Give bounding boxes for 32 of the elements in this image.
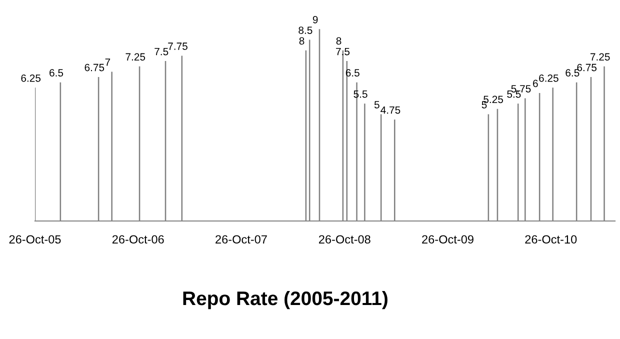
data-label: 7.25 xyxy=(126,53,146,61)
data-label: 9 xyxy=(312,16,318,24)
data-label: 5 xyxy=(374,101,380,108)
data-label: 5.25 xyxy=(484,96,504,104)
text: Repo Rate (2005-2011) xyxy=(183,290,388,310)
data-label: 6.5 xyxy=(50,69,64,77)
data-label: 7.25 xyxy=(590,53,610,61)
data-label: 7.5 xyxy=(336,48,350,56)
x-tick-label: 26-Oct-07 xyxy=(216,235,267,244)
data-label: 6.25 xyxy=(21,74,41,82)
data-label: 6.25 xyxy=(539,74,558,82)
data-label: 6.75 xyxy=(577,64,597,72)
data-label: 6 xyxy=(533,80,538,88)
data-label: 8.5 xyxy=(298,26,312,34)
data-label: 5.5 xyxy=(507,90,521,98)
x-tick-label: 26-Oct-08 xyxy=(318,235,370,244)
data-label: 7.5 xyxy=(154,48,168,56)
x-tick-label: 26-Oct-09 xyxy=(422,235,474,244)
data-label: 6.5 xyxy=(346,69,360,77)
data-label: 7.75 xyxy=(168,42,188,50)
data-label: 7 xyxy=(105,58,110,66)
data-label: 8 xyxy=(336,37,342,45)
data-label: 6.5 xyxy=(566,69,580,77)
data-label: 5.75 xyxy=(511,85,531,92)
data-label: 6.75 xyxy=(84,64,104,72)
data-label: 8 xyxy=(299,37,304,45)
x-tick-label: 26-Oct-10 xyxy=(525,235,577,244)
data-label: 4.75 xyxy=(380,106,400,114)
x-tick-label: 26-Oct-05 xyxy=(9,235,61,244)
x-tick-label: 26-Oct-06 xyxy=(112,235,164,244)
data-label: 5.5 xyxy=(354,90,368,98)
data-label: 5 xyxy=(482,101,487,108)
